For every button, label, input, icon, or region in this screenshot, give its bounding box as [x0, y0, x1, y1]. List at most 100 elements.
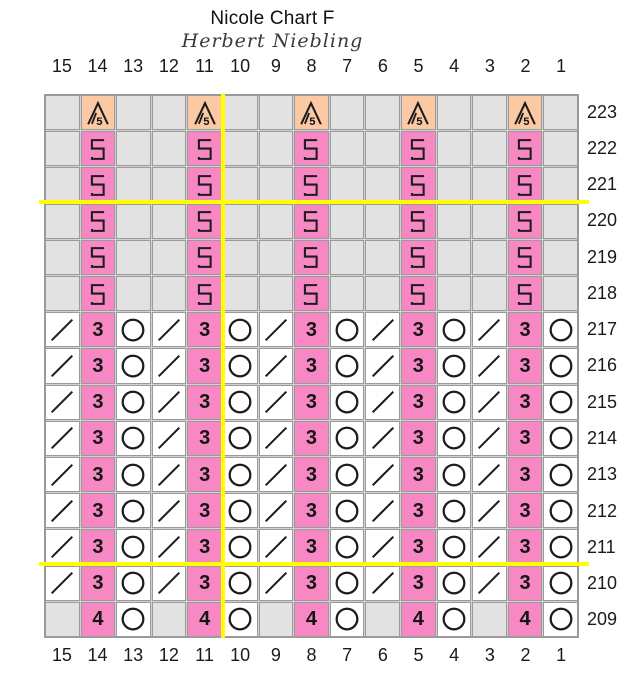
cell-211-5-knit3-pink: 3	[401, 530, 435, 564]
svg-text:5: 5	[203, 116, 209, 128]
yarn-over-icon	[228, 535, 252, 559]
stitch-count: 3	[412, 318, 424, 341]
cell-211-13-yarn-over	[117, 530, 150, 564]
cell-215-11-knit3-pink: 3	[188, 385, 221, 419]
cell-221-3-no-stitch	[473, 168, 506, 202]
col-label-top-10: 10	[230, 56, 251, 76]
cell-223-4-no-stitch	[437, 96, 471, 130]
right-leaning-decrease-icon	[478, 427, 501, 450]
row-label-219: 219	[587, 246, 618, 267]
yarn-over-icon	[228, 607, 252, 631]
yarn-over-icon	[549, 354, 573, 378]
cell-211-14-knit3-pink: 3	[81, 530, 115, 564]
cell-213-4-yarn-over	[437, 458, 471, 492]
cell-219-8-knit5-pink	[295, 240, 328, 274]
cell-210-14-knit3-pink: 3	[81, 566, 115, 600]
row-label-211: 211	[587, 536, 616, 557]
cell-221-11-knit5-pink	[188, 168, 221, 202]
stitch-count: 3	[305, 499, 318, 522]
cell-212-12-right-leaning-decrease	[152, 494, 186, 528]
cell-221-8-knit5-pink	[295, 168, 328, 202]
stitch-count: 3	[519, 318, 531, 341]
cell-211-7-yarn-over	[330, 530, 364, 564]
knit5-pink-icon	[304, 247, 319, 269]
stitch-count: 3	[412, 572, 424, 595]
cell-218-8-knit5-pink	[295, 277, 328, 311]
right-leaning-decrease-icon	[264, 427, 287, 450]
yarn-over-icon	[442, 354, 466, 378]
cell-222-9-no-stitch	[259, 132, 293, 166]
right-leaning-decrease-icon	[371, 391, 394, 414]
stitch-count: 4	[92, 608, 104, 631]
cell-218-1-no-stitch	[544, 277, 577, 311]
cell-220-13-no-stitch	[117, 204, 150, 238]
right-leaning-decrease-icon	[371, 572, 394, 595]
col-label-bottom-13: 13	[123, 645, 144, 665]
knit5-pink-icon	[197, 211, 212, 233]
cell-216-6-right-leaning-decrease	[366, 349, 399, 383]
col-label-bottom-2: 2	[520, 645, 531, 665]
cell-217-1-yarn-over	[544, 313, 577, 347]
cell-213-13-yarn-over	[117, 458, 150, 492]
cell-211-4-yarn-over	[437, 530, 471, 564]
cell-217-3-right-leaning-decrease	[473, 313, 506, 347]
cell-220-10-no-stitch	[223, 204, 257, 238]
cell-209-10-yarn-over	[223, 602, 257, 636]
cell-223-2-five-into-one-decrease: 5	[508, 96, 542, 130]
column-labels-bottom: 15 14 13 12 11 10 9 8 7 6 5 4 3 2 1	[44, 645, 579, 666]
yarn-over-icon	[335, 535, 359, 559]
row-label-210: 210	[587, 573, 618, 594]
cell-212-11-knit3-pink: 3	[188, 494, 221, 528]
cell-223-14-five-into-one-decrease: 5	[81, 96, 115, 130]
cell-222-13-no-stitch	[117, 132, 150, 166]
cell-210-10-yarn-over	[223, 566, 257, 600]
cell-211-6-right-leaning-decrease	[366, 530, 399, 564]
cell-223-10-no-stitch	[223, 96, 257, 130]
right-leaning-decrease-icon	[264, 572, 287, 595]
yarn-over-icon	[228, 463, 252, 487]
cell-216-10-yarn-over	[223, 349, 257, 383]
stitch-count: 3	[199, 535, 211, 558]
cell-209-2-knit4-pink: 4	[508, 602, 542, 636]
cell-217-8-knit3-pink: 3	[295, 313, 328, 347]
yarn-over-icon	[549, 535, 573, 559]
cell-211-2-knit3-pink: 3	[508, 530, 542, 564]
stitch-count: 3	[199, 572, 211, 595]
right-leaning-decrease-icon	[51, 463, 74, 486]
stitch-count: 3	[519, 463, 531, 486]
cell-211-15-right-leaning-decrease	[46, 530, 79, 564]
cell-214-10-yarn-over	[223, 421, 257, 455]
cell-220-12-no-stitch	[152, 204, 186, 238]
col-label-bottom-8: 8	[306, 645, 317, 665]
right-leaning-decrease-icon	[264, 499, 287, 522]
cell-210-6-right-leaning-decrease	[366, 566, 399, 600]
yarn-over-icon	[442, 318, 466, 342]
yarn-over-icon	[122, 607, 145, 631]
five-into-one-decrease-icon: 5	[87, 100, 109, 128]
right-leaning-decrease-icon	[51, 391, 74, 414]
yarn-over-icon	[122, 463, 145, 487]
right-leaning-decrease-icon	[51, 427, 74, 450]
stitch-count: 3	[92, 318, 104, 341]
yarn-over-icon	[549, 571, 573, 595]
stitch-count: 3	[305, 318, 318, 341]
yarn-over-icon	[228, 499, 252, 523]
knit5-pink-icon	[304, 283, 319, 305]
cell-223-5-five-into-one-decrease: 5	[401, 96, 435, 130]
cell-214-3-right-leaning-decrease	[473, 421, 506, 455]
stitch-count: 3	[519, 499, 531, 522]
knit5-pink-icon	[304, 211, 319, 233]
stitch-count: 3	[412, 354, 424, 377]
cell-219-5-knit5-pink	[401, 240, 435, 274]
cell-220-8-knit5-pink	[295, 204, 328, 238]
yarn-over-icon	[228, 390, 252, 414]
right-leaning-decrease-icon	[478, 463, 501, 486]
col-label-bottom-10: 10	[230, 645, 251, 665]
stitch-count: 4	[519, 608, 531, 631]
cell-211-1-yarn-over	[544, 530, 577, 564]
knit5-pink-icon	[90, 283, 105, 305]
cell-214-1-yarn-over	[544, 421, 577, 455]
cell-223-7-no-stitch	[330, 96, 364, 130]
right-leaning-decrease-icon	[478, 318, 501, 341]
cell-214-9-right-leaning-decrease	[259, 421, 293, 455]
